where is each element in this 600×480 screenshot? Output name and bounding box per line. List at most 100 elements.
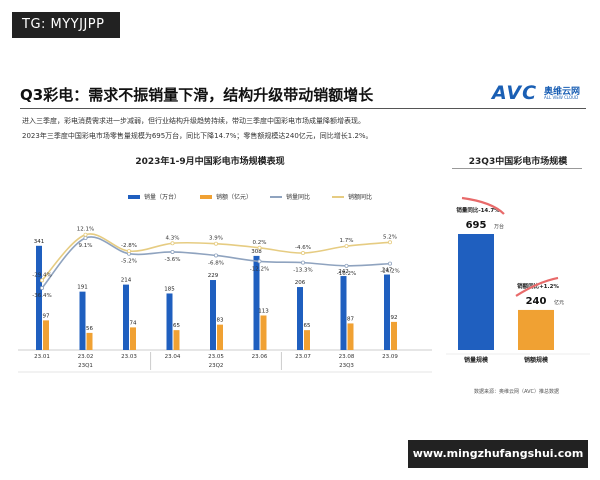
volume-yoy-point xyxy=(83,235,88,240)
volume-yoy-point xyxy=(300,260,305,265)
monthly-market-chart: 341 97 23.01 191 56 23.02 214 74 23.03 185 65 23.04… xyxy=(18,227,432,373)
volume-bar xyxy=(123,284,129,350)
quarter-yoy-annotation: 销量同比-14.7% xyxy=(456,206,500,214)
legend-volume-label: 销量（万台） xyxy=(144,194,181,201)
amount-yoy-label: 0.2% xyxy=(253,240,267,246)
logo-chinese-name: 奥维云网 xyxy=(544,87,581,97)
volume-yoy-label: -16.2% xyxy=(337,271,356,277)
volume-yoy-point xyxy=(40,286,45,291)
volume-value-label: 242 xyxy=(338,269,349,275)
month-tick-label: 23.08 xyxy=(339,354,355,360)
amount-bar xyxy=(391,321,397,350)
amount-bar xyxy=(43,320,49,350)
legend-volume-yoy-swatch xyxy=(270,195,282,198)
volume-value-label: 185 xyxy=(164,286,175,292)
amount-value-label: 83 xyxy=(217,318,224,324)
quarter-chart-title: 23Q3中国彩电市场规模 xyxy=(468,157,568,167)
volume-value-label: 229 xyxy=(208,273,219,279)
month-tick-label: 23.01 xyxy=(34,354,50,360)
volume-bar xyxy=(79,291,86,350)
quarter-unit-label: 亿元 xyxy=(554,299,564,306)
amount-yoy-label: 3.9% xyxy=(209,236,223,242)
quarter-value-label: 240 xyxy=(526,296,547,307)
title-divider xyxy=(20,108,586,109)
data-source-note: 数据来源：奥维云网（AVC）推总数据 xyxy=(474,389,560,395)
amount-yoy-label: 4.3% xyxy=(166,235,180,241)
volume-yoy-label: -36.4% xyxy=(32,293,51,299)
watermark-url: www.mingzhufangshui.com xyxy=(408,440,588,468)
intro-line-1: 进入三季度，彩电消费需求进一步减弱，但行业结构升级趋势持续，带动三季度中国彩电市… xyxy=(22,117,365,125)
legend-amount-yoy: 销额同比 xyxy=(332,192,372,201)
legend-amount-yoy-label: 销额同比 xyxy=(348,194,373,201)
channel-tag: TG: MYYJJPP xyxy=(12,12,120,38)
quarter-title-divider xyxy=(452,168,582,169)
legend-volume: 销量（万台） xyxy=(128,192,180,201)
volume-value-label: 341 xyxy=(34,239,45,245)
quarter-category-label: 销量规模 xyxy=(464,356,489,364)
amount-value-label: 56 xyxy=(86,326,93,332)
amount-yoy-point xyxy=(344,244,349,249)
quarter-yoy-annotation: 销额同比+1.2% xyxy=(517,282,559,290)
amount-bar xyxy=(217,324,223,350)
legend-amount: 销额（亿元） xyxy=(200,192,252,201)
amount-yoy-point xyxy=(127,249,132,254)
amount-yoy-point xyxy=(300,251,305,256)
volume-yoy-point xyxy=(213,253,218,258)
volume-yoy-point xyxy=(387,261,392,266)
amount-value-label: 92 xyxy=(391,315,398,321)
amount-yoy-label: 5.2% xyxy=(383,234,397,240)
quarter-bar xyxy=(518,309,554,350)
quarter-label: 23Q2 xyxy=(209,363,224,369)
intro-line-2: 2023年三季度中国彩电市场零售量规模为695万台，同比下降14.7%；零售额规… xyxy=(22,132,373,140)
amount-yoy-point xyxy=(257,245,262,250)
amount-value-label: 97 xyxy=(43,313,50,319)
volume-value-label: 308 xyxy=(251,249,262,255)
month-tick-label: 23.03 xyxy=(121,354,137,360)
volume-bar xyxy=(297,287,303,350)
legend-volume-yoy-label: 销量同比 xyxy=(286,194,311,201)
quarter-label: 23Q3 xyxy=(339,363,354,369)
amount-yoy-label: -4.6% xyxy=(295,245,311,251)
month-tick-label: 23.05 xyxy=(208,354,224,360)
amount-bar xyxy=(260,315,267,350)
amount-yoy-label: 12.1% xyxy=(77,227,94,233)
amount-bar xyxy=(130,327,136,350)
monthly-chart-title: 2023年1-9月中国彩电市场规模表现 xyxy=(135,157,285,167)
amount-value-label: 113 xyxy=(258,308,269,314)
month-tick-label: 23.07 xyxy=(295,354,311,360)
amount-bar xyxy=(304,330,310,350)
volume-value-label: 214 xyxy=(121,278,132,284)
volume-yoy-label: -12.2% xyxy=(250,266,269,272)
amount-yoy-point xyxy=(40,278,45,283)
amount-yoy-label: 1.7% xyxy=(340,238,354,244)
volume-bar xyxy=(253,255,260,350)
volume-bar xyxy=(384,274,390,350)
quarter-value-label: 695 xyxy=(466,220,487,231)
legend-amount-label: 销额（亿元） xyxy=(216,194,253,201)
volume-bar xyxy=(210,280,216,350)
legend-amount-swatch xyxy=(200,194,212,199)
amount-value-label: 65 xyxy=(304,323,311,329)
month-tick-label: 23.06 xyxy=(252,354,268,360)
amount-value-label: 74 xyxy=(130,320,137,326)
amount-up-arrow xyxy=(515,276,559,297)
volume-yoy-label: -14.2% xyxy=(380,269,399,275)
amount-yoy-point xyxy=(170,241,175,246)
month-tick-label: 23.09 xyxy=(382,354,398,360)
volume-bar xyxy=(340,276,347,350)
volume-yoy-label: -3.6% xyxy=(165,257,181,263)
volume-yoy-point xyxy=(344,263,349,268)
volume-down-arrow xyxy=(461,196,505,215)
amount-yoy-label: -2.8% xyxy=(121,243,137,249)
amount-bar xyxy=(86,332,93,350)
amount-yoy-label: -29.4% xyxy=(32,272,51,278)
volume-yoy-point xyxy=(257,259,262,264)
volume-yoy-label: 9.1% xyxy=(79,243,93,249)
volume-yoy-label: -6.8% xyxy=(208,260,224,266)
amount-yoy-point xyxy=(387,240,392,245)
volume-value-label: 247 xyxy=(382,268,393,274)
month-tick-label: 23.02 xyxy=(78,354,94,360)
volume-yoy-label: -13.3% xyxy=(293,268,312,274)
volume-bar xyxy=(166,293,173,350)
